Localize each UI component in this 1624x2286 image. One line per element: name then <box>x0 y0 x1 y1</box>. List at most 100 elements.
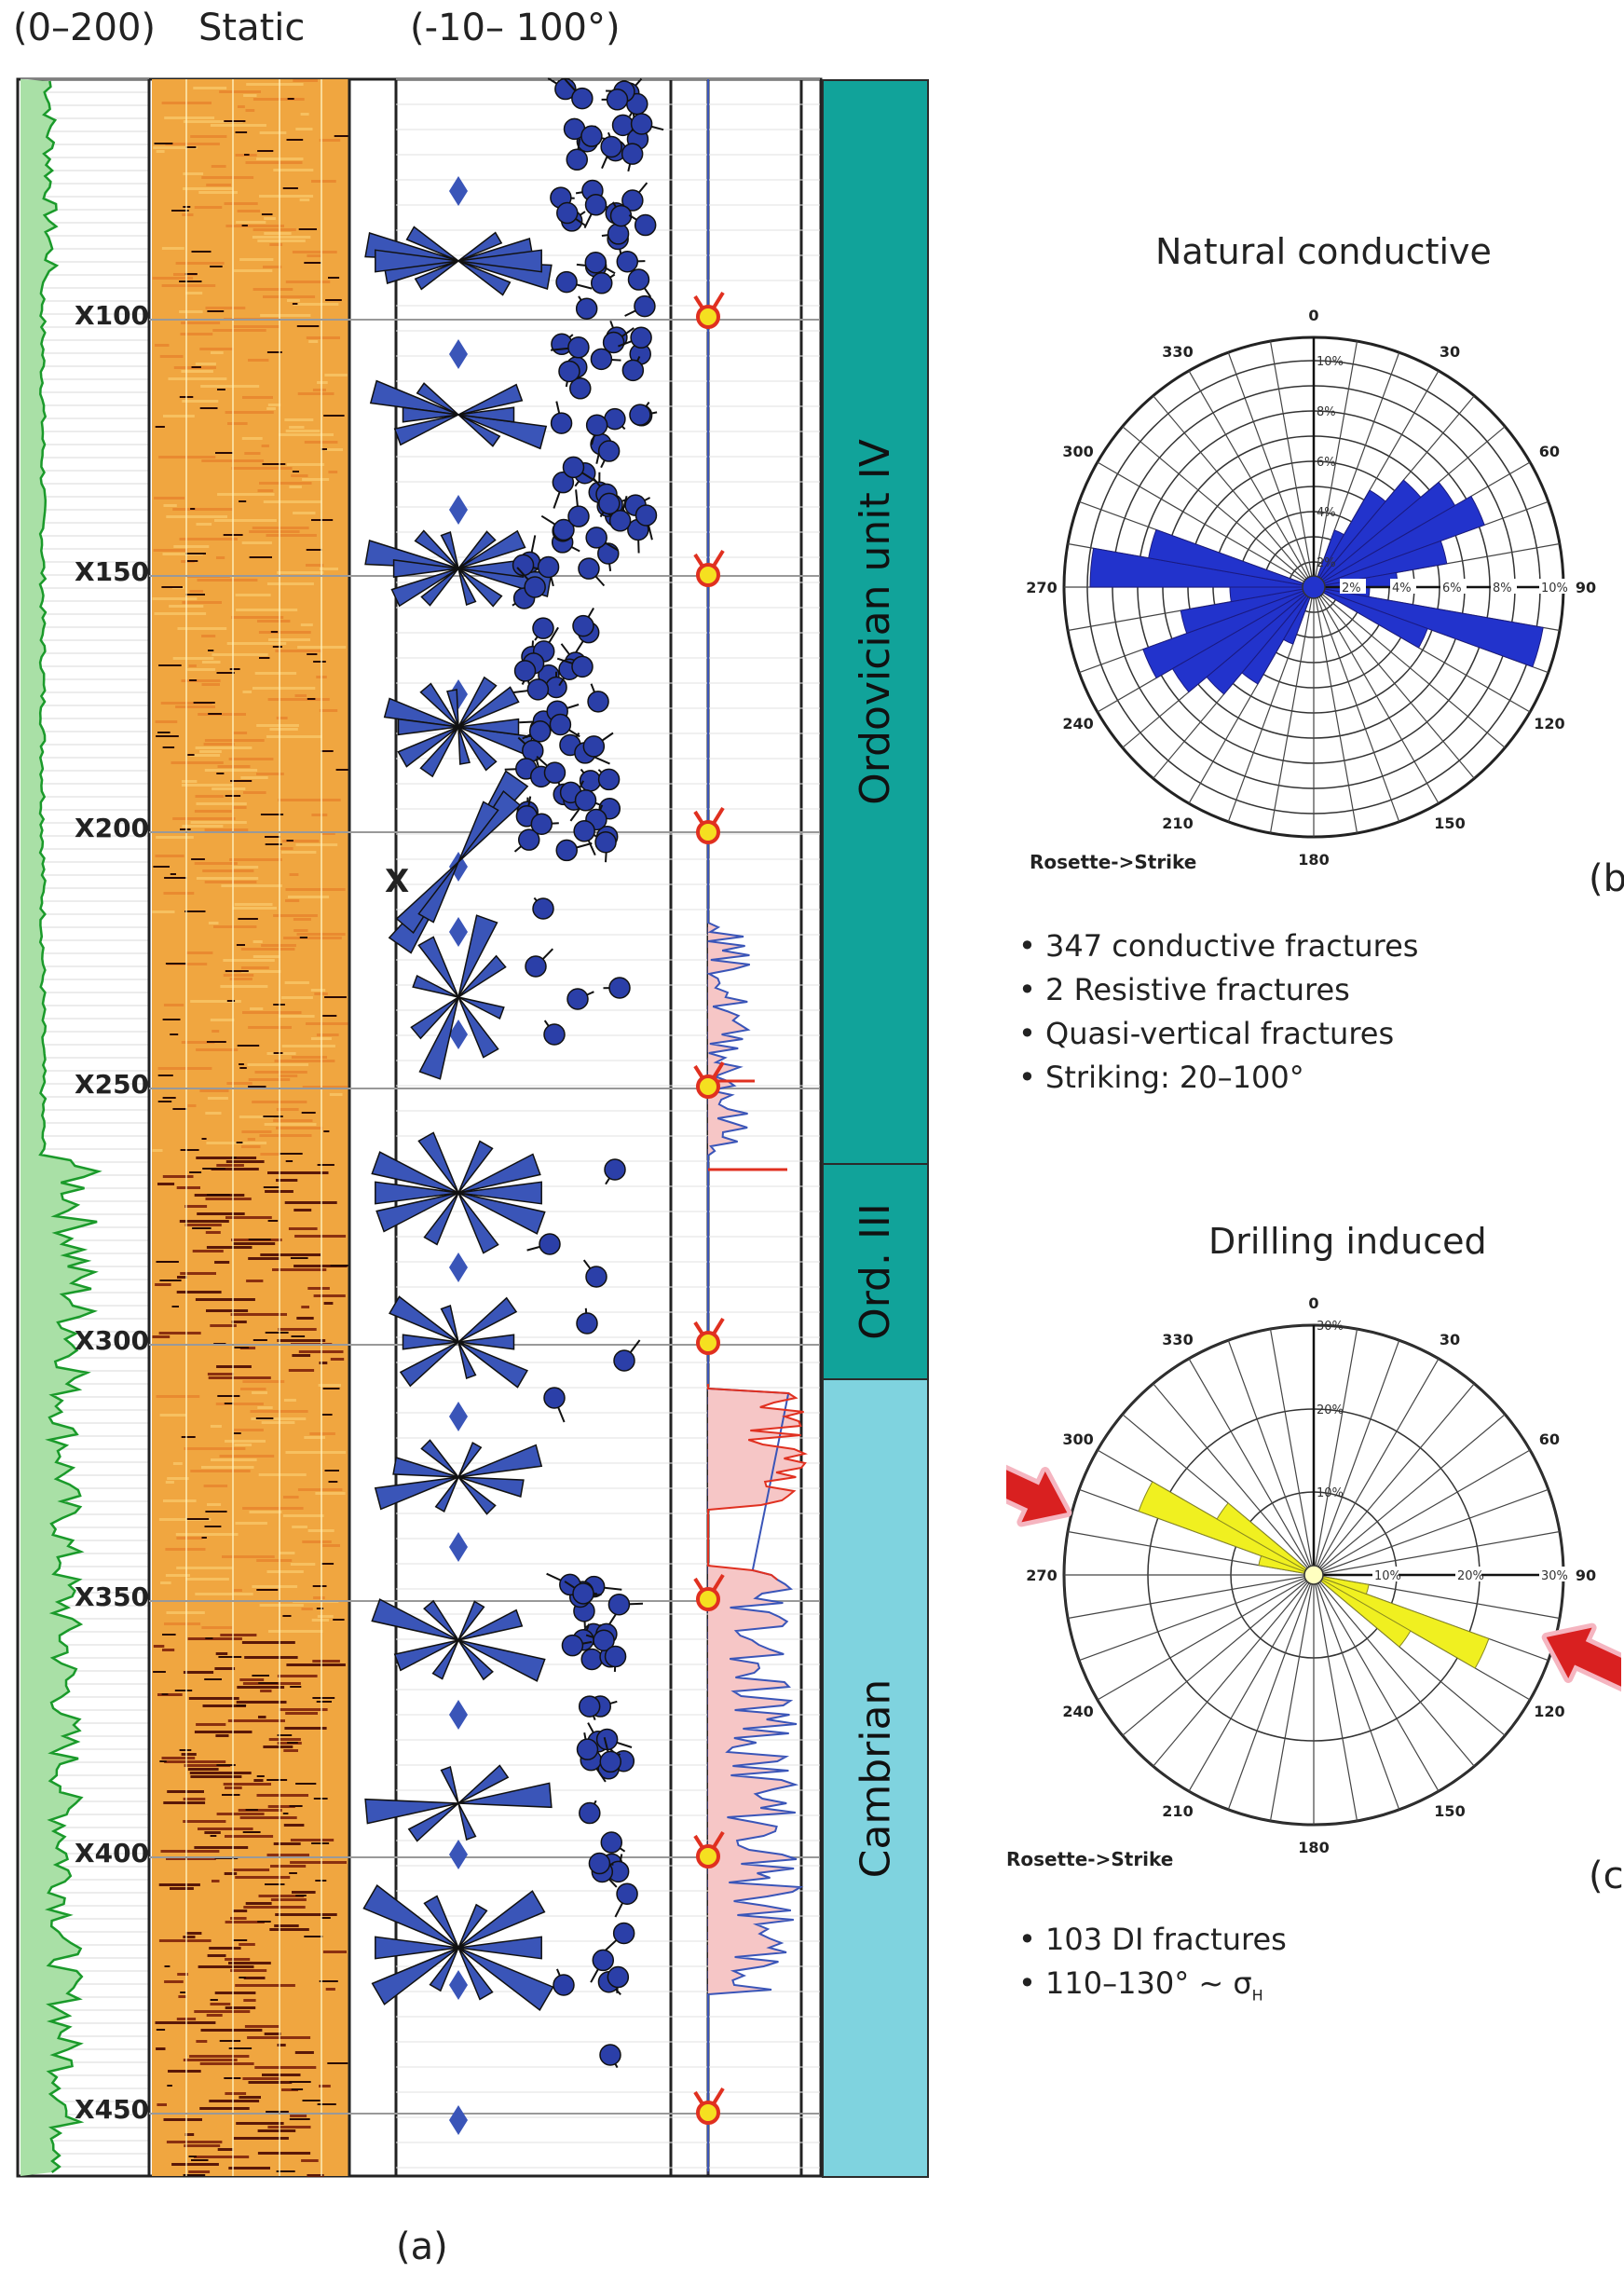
rose-radial-label: 8% <box>1493 582 1512 595</box>
fracture-tadpole-icon <box>572 1582 594 1605</box>
fracture-tadpole-icon <box>627 268 650 291</box>
fracture-tadpole-icon <box>549 713 572 736</box>
rose-angle-label: 0 <box>1308 1294 1318 1312</box>
unit-ordovician-iv: Ordovician unit IV <box>822 79 929 1165</box>
interval-diamond-icon <box>449 1402 468 1431</box>
stress-indicator-icon <box>693 2087 725 2125</box>
rose-petal <box>1313 540 1448 588</box>
fracture-tadpole-icon <box>571 87 594 110</box>
fracture-tadpole-icon <box>580 125 603 147</box>
panel-label-a: (a) <box>396 2225 448 2268</box>
depth-label: X200 <box>75 813 150 843</box>
fracture-tadpole-icon <box>562 456 585 479</box>
interval-rose-icon <box>374 1439 543 1515</box>
fracture-tadpole-icon <box>553 1974 575 1996</box>
rose-angle-label: 180 <box>1298 851 1329 869</box>
summary-text: 110–130° ~ σ <box>1045 1965 1252 2001</box>
fracture-tadpole-icon <box>616 1882 638 1905</box>
fracture-tadpole-icon <box>587 691 609 713</box>
fracture-tadpole-icon <box>621 359 645 382</box>
interval-diamond-icon <box>449 917 468 947</box>
interval-diamond-icon <box>449 495 468 525</box>
rose-petal <box>1216 1502 1315 1576</box>
fracture-tadpole-icon <box>609 204 633 227</box>
fracture-tadpole-icon <box>604 1158 626 1181</box>
fracture-tadpole-icon <box>578 1695 601 1718</box>
fracture-tadpole-icon <box>621 143 644 165</box>
fracture-tadpole-icon <box>543 1387 566 1409</box>
rose-angle-label: 30 <box>1440 343 1460 361</box>
depth-label: X100 <box>75 300 150 331</box>
fracture-tadpole-icon <box>584 251 607 274</box>
rose-radial-label: 4% <box>1392 582 1412 595</box>
summary-item: 110–130° ~ σH <box>1018 1962 1287 2017</box>
fracture-tadpole-icon <box>539 1233 561 1255</box>
fracture-tadpole-icon <box>561 1634 584 1657</box>
depth-label: X300 <box>75 1325 150 1356</box>
rose-radial-label: 20% <box>1317 1403 1344 1417</box>
static-image-label: Static <box>198 7 306 49</box>
rose-petal <box>1313 1574 1412 1648</box>
fracture-tadpole-icon <box>553 518 575 541</box>
fracture-tadpole-icon <box>552 471 575 494</box>
fracture-tadpole-icon <box>608 510 632 532</box>
fracture-tadpole-icon <box>524 576 546 598</box>
fracture-tadpole-icon <box>621 189 644 212</box>
interval-diamond-icon <box>449 1700 468 1730</box>
fracture-tadpole-icon <box>555 839 578 862</box>
fracture-tadpole-icon <box>558 360 580 383</box>
rose-petal <box>1258 1554 1315 1576</box>
rose-center <box>1302 575 1326 599</box>
fracture-tadpole-icon <box>630 113 653 135</box>
sigma-subscript: H <box>1251 1986 1263 2005</box>
panel-label-c: (c <box>1589 1855 1624 1897</box>
interval-diamond-icon <box>449 1253 468 1282</box>
rose-angle-label: 330 <box>1162 343 1193 361</box>
fracture-tadpole-icon <box>592 1949 615 1972</box>
rose-angle-label: 60 <box>1539 1430 1560 1448</box>
rose-angle-label: 120 <box>1534 715 1564 732</box>
rose-c-caption: Rosette->Strike <box>1006 1848 1174 1870</box>
fracture-tadpole-icon <box>569 377 592 400</box>
fracture-tadpole-icon <box>573 820 595 842</box>
interval-diamond-icon <box>449 1532 468 1562</box>
fracture-tadpole-icon <box>582 735 606 758</box>
red-arrow-icon <box>1541 1622 1621 1702</box>
fracture-tadpole-icon <box>532 617 554 639</box>
rose-radial-label: 2% <box>1342 582 1361 595</box>
rose-angle-label: 300 <box>1062 443 1093 460</box>
stress-indicator-icon <box>693 291 725 329</box>
drilling-induced-rose: 0 30 60 90 120 150 180 210 240 270 300 330 30% 20% 10%… <box>1006 1294 1621 1856</box>
fracture-tadpole-icon <box>530 813 553 835</box>
rose-petal <box>1313 586 1428 649</box>
interval-diamond-icon <box>449 339 468 369</box>
rose-petal <box>1313 1574 1490 1669</box>
fracture-tadpole-icon <box>607 1593 631 1616</box>
fracture-tadpole-icon <box>593 1629 615 1651</box>
interval-diamond-icon <box>449 1970 468 2000</box>
resistive-curve <box>707 1384 809 1581</box>
rose-radial-label: 8% <box>1317 405 1336 419</box>
fracture-tadpole-icon <box>513 660 537 682</box>
rose-angle-label: 0 <box>1308 307 1318 324</box>
summary-item: 103 DI fractures <box>1018 1918 1287 1962</box>
fracture-tadpole-icon <box>555 270 578 294</box>
fracture-tadpole-icon <box>575 297 598 320</box>
fracture-tadpole-icon <box>572 614 594 637</box>
unit-label: Cambrian <box>852 1678 900 1878</box>
rose-b-caption: Rosette->Strike <box>1030 851 1197 873</box>
red-arrow-icon <box>1006 1448 1072 1527</box>
unit-label: Ordovician unit IV <box>852 439 900 805</box>
rose-center <box>1303 1565 1324 1585</box>
fracture-tadpole-icon <box>612 1922 635 1945</box>
fracture-tadpole-icon <box>550 412 573 434</box>
fracture-tadpole-icon <box>584 194 607 216</box>
fracture-tadpole-icon <box>588 1852 611 1875</box>
depth-label: X450 <box>75 2094 150 2125</box>
fracture-tadpole-icon <box>526 678 550 701</box>
rose-petal <box>1313 1574 1370 1595</box>
fracture-tadpole-icon <box>537 555 560 579</box>
fracture-tadpole-icon <box>630 326 652 349</box>
rose-petal <box>1148 528 1315 588</box>
fracture-tadpole-icon <box>576 1312 598 1335</box>
